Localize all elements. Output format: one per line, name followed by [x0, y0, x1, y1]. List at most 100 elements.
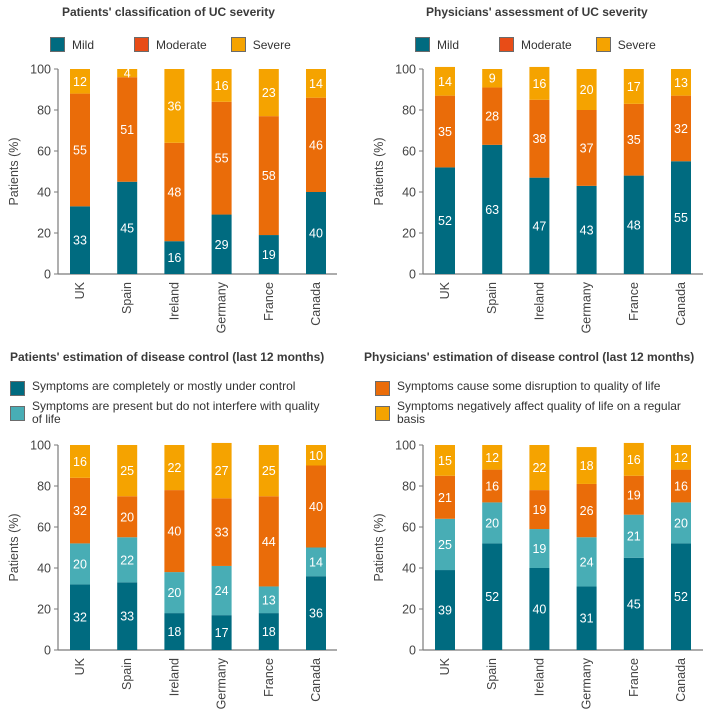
bar-segment-symptoms-are-completely-or-mos-uk	[70, 584, 90, 650]
y-axis-label: Patients (%)	[7, 513, 21, 581]
chart-title: Patients' estimation of disease control …	[10, 350, 325, 364]
data-label: 15	[438, 454, 452, 468]
bar-segment-moderate-france	[258, 116, 279, 236]
bar-segment-symptoms-cause-some-disruption-france	[623, 475, 644, 515]
legend-label: Moderate	[521, 37, 572, 52]
bar-segment-severe-spain	[117, 69, 138, 78]
data-label: 25	[262, 464, 276, 478]
data-label: 22	[167, 461, 181, 475]
data-label: 63	[485, 203, 499, 217]
legend-label: Mild	[437, 37, 460, 52]
x-tick-label: UK	[438, 657, 452, 675]
data-label: 14	[309, 555, 323, 569]
data-label: 16	[674, 480, 688, 494]
data-label: 27	[215, 464, 229, 478]
data-label: 55	[674, 211, 688, 225]
bar-segment-symptoms-are-completely-or-mos-ireland	[529, 568, 550, 650]
bar-segment-severe-germany	[211, 69, 232, 102]
bar-segment-moderate-germany	[576, 110, 597, 186]
bar-segment-symptoms-cause-some-disruption-uk	[435, 475, 455, 519]
bar-segment-mild-ireland	[164, 241, 185, 274]
data-label: 32	[674, 122, 688, 136]
bar-segment-symptoms-are-completely-or-mos-france	[258, 613, 279, 650]
legend-item-present-no-interfere: Symptoms are present but do not interfer…	[10, 400, 340, 426]
y-tick-label: 40	[402, 186, 416, 200]
legend-item-moderate: Moderate	[499, 37, 572, 52]
data-label: 46	[309, 138, 323, 152]
x-tick-label: France	[627, 282, 641, 321]
data-label: 13	[674, 76, 688, 90]
bar-segment-mild-spain	[117, 181, 138, 274]
y-tick-label: 40	[37, 562, 51, 576]
y-tick-label: 20	[37, 227, 51, 241]
bar-segment-symptoms-cause-some-disruption-germany	[576, 483, 597, 538]
y-tick-label: 80	[402, 480, 416, 494]
y-tick-label: 80	[402, 104, 416, 118]
x-tick-label: Germany	[580, 657, 594, 709]
data-label: 48	[627, 218, 641, 232]
data-label: 40	[532, 603, 546, 617]
data-label: 36	[167, 99, 181, 113]
data-label: 20	[120, 510, 134, 524]
bar-segment-severe-ireland	[164, 69, 185, 143]
bar-segment-symptoms-are-completely-or-mos-germany	[211, 615, 232, 650]
y-tick-label: 20	[402, 227, 416, 241]
bar-segment-symptoms-are-present-but-do-no-canada	[671, 502, 691, 544]
legend-label: Symptoms negatively affect quality of li…	[397, 399, 681, 426]
bar-segment-severe-france	[623, 69, 644, 104]
data-label: 32	[73, 611, 87, 625]
data-label: 20	[485, 516, 499, 530]
bar-segment-mild-uk	[435, 167, 455, 274]
data-label: 21	[438, 491, 452, 505]
bar-segment-severe-spain	[482, 69, 503, 88]
bar-segment-moderate-germany	[211, 101, 232, 215]
data-label: 33	[73, 234, 87, 248]
data-label: 26	[580, 504, 594, 518]
legend-swatch-moderate	[134, 37, 150, 52]
data-label: 25	[438, 538, 452, 552]
x-tick-label: UK	[73, 657, 87, 675]
data-label: 44	[262, 535, 276, 549]
x-tick-label: France	[262, 282, 276, 321]
data-label: 23	[262, 86, 276, 100]
x-tick-label: Germany	[580, 281, 594, 333]
legend-item-moderate: Moderate	[134, 37, 207, 52]
bar-segment-symptoms-negatively-affect-qua-france	[258, 445, 279, 497]
bar-segment-symptoms-are-present-but-do-no-spain	[117, 537, 138, 583]
x-tick-label: Spain	[120, 658, 134, 690]
legend-item-mild: Mild	[415, 37, 459, 52]
y-tick-label: 0	[409, 644, 416, 658]
data-label: 35	[627, 133, 641, 147]
data-label: 33	[215, 526, 229, 540]
data-label: 40	[309, 227, 323, 241]
y-tick-label: 100	[30, 439, 51, 453]
legend-label: Symptoms are completely or mostly under …	[32, 379, 296, 393]
data-label: 19	[532, 503, 546, 517]
data-label: 19	[532, 542, 546, 556]
bar-segment-mild-germany	[576, 185, 597, 274]
data-label: 21	[627, 530, 641, 544]
legend-item-some-disruption: Symptoms cause some disruption to qualit…	[375, 380, 705, 396]
y-axis-label: Patients (%)	[372, 137, 386, 205]
bar-segment-symptoms-cause-some-disruption-canada	[306, 465, 326, 548]
bar-segment-symptoms-cause-some-disruption-spain	[117, 496, 138, 538]
data-label: 36	[309, 607, 323, 621]
bar-segment-symptoms-are-completely-or-mos-germany	[576, 586, 597, 650]
data-label: 43	[580, 223, 594, 237]
bar-segment-symptoms-negatively-affect-qua-spain	[117, 445, 138, 497]
legend-label: Moderate	[156, 37, 207, 52]
x-tick-label: France	[627, 658, 641, 697]
bar-segment-mild-uk	[70, 206, 90, 274]
x-tick-label: Germany	[215, 281, 229, 333]
data-label: 52	[485, 590, 499, 604]
y-tick-label: 40	[402, 562, 416, 576]
legend-item-controlled: Symptoms are completely or mostly under …	[10, 380, 340, 396]
bar-segment-symptoms-are-present-but-do-no-france	[258, 586, 279, 614]
legend-swatch-moderate	[499, 37, 515, 52]
x-tick-label: Canada	[309, 282, 323, 326]
legend: Mild Moderate Severe	[50, 37, 315, 52]
bar-segment-mild-ireland	[529, 177, 550, 274]
data-label: 55	[73, 143, 87, 157]
data-label: 16	[167, 251, 181, 265]
data-label: 18	[580, 459, 594, 473]
